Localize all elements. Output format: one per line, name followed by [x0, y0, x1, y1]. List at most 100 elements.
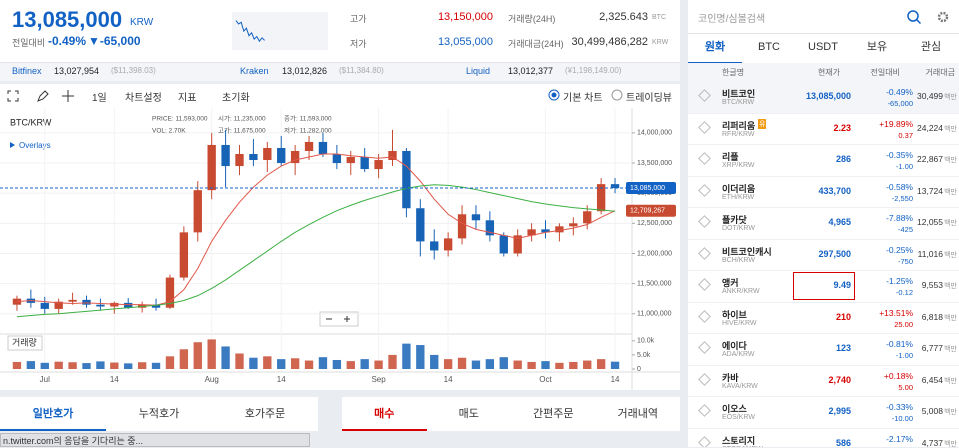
basic-chart[interactable]: 기본 차트 — [563, 93, 603, 104]
column-label[interactable]: 전일대비 — [870, 68, 900, 77]
volume-bar — [318, 357, 328, 369]
market-row[interactable]: 비트코인 BTC/KRW 13,085,000 -0.49% -65,000 30,499… — [688, 82, 959, 114]
coin-rate: -1.25% — [886, 276, 913, 286]
chart-settings[interactable]: 차트설정 — [125, 93, 162, 104]
coin-price: 4,965 — [828, 217, 851, 227]
candle-body — [471, 214, 481, 221]
tab[interactable]: 호가주문 — [244, 408, 286, 420]
exchange-price: 13,012,377 — [508, 66, 554, 76]
market-tab[interactable]: 보유 — [866, 41, 888, 53]
radio-on[interactable] — [548, 89, 560, 101]
favorite-icon[interactable] — [698, 120, 711, 134]
tab[interactable]: 간편주문 — [533, 408, 574, 420]
column-label[interactable]: 거래대금 — [925, 68, 955, 77]
favorite-icon[interactable] — [698, 435, 711, 447]
draw-icon[interactable] — [37, 90, 49, 102]
market-row[interactable]: 이더리움 ETH/KRW 433,700 -0.58% -2,550 13,724 백만 — [688, 177, 959, 208]
market-list: 코인명/심볼검색 원화 BTC USDT 보유 관심 한글명 현재가 전일대비 거래대금 비트… — [688, 0, 959, 447]
volume: 2,325.643 — [599, 11, 648, 23]
exchange-name: Kraken — [240, 66, 269, 76]
candle-body — [54, 301, 63, 309]
search-input[interactable]: 코인명/심볼검색 — [698, 14, 766, 25]
radio-off[interactable] — [611, 89, 623, 101]
symbol: BTC/KRW — [10, 117, 52, 127]
favorite-icon[interactable] — [698, 309, 711, 323]
candle-body — [346, 157, 355, 164]
search-icon[interactable] — [907, 10, 919, 22]
coin-rate: +19.89% — [879, 118, 913, 129]
crosshair-icon[interactable] — [62, 90, 74, 102]
price-marker — [626, 204, 676, 217]
zoom-box — [319, 311, 359, 327]
coin-volume: 24,224 — [917, 122, 943, 133]
tab[interactable]: 일반호가 — [0, 397, 106, 431]
favorite-icon[interactable] — [698, 372, 711, 386]
market-row[interactable]: 폴카닷 DOT/KRW 4,965 -7.88% -425 12,055 백만 — [688, 208, 959, 240]
coin-volume: 6,818 — [921, 311, 943, 322]
volume-bar — [583, 360, 592, 369]
favorite-icon[interactable] — [698, 341, 711, 354]
coin-name: 이더리움 — [722, 183, 756, 194]
x-tick-label: Jul — [40, 375, 50, 384]
overlay-arrow[interactable] — [10, 142, 15, 148]
market-row[interactable]: 이오스 EOS/KRW 2,995 -0.33% -10.00 5,008 백만 — [688, 397, 959, 429]
exchange-foreign: (¥1,198,149.00) — [565, 66, 622, 75]
tradingview[interactable]: 트레이딩뷰 — [626, 93, 672, 104]
volume-bar — [290, 358, 300, 369]
market-row[interactable]: 카바 KAVA/KRW 2,740 +0.18% 5.00 6,454 백만 — [688, 366, 959, 397]
zoom-buttons[interactable] — [326, 316, 350, 322]
favorite-icon[interactable] — [698, 215, 711, 228]
market-tab[interactable]: 원화 — [688, 33, 742, 64]
volume-unit: 백만 — [944, 188, 957, 196]
favorite-icon[interactable] — [698, 89, 711, 102]
fullscreen-icon[interactable] — [7, 90, 19, 102]
favorite-icon[interactable] — [698, 278, 711, 291]
market-tab[interactable]: USDT — [808, 41, 838, 53]
coin-volume: 13,724 — [917, 185, 943, 196]
interval[interactable]: 1일 — [92, 93, 107, 104]
coin-change: -1.00 — [895, 162, 913, 171]
market-row[interactable]: 하이브 HIVE/KRW 210 +13.51% 25.00 6,818 백만 — [688, 303, 959, 334]
tab[interactable]: 거래내역 — [617, 408, 658, 420]
reset[interactable]: 초기화 — [222, 93, 250, 104]
coin-name: 비트코인 — [722, 89, 756, 99]
column-label[interactable]: 현재가 — [817, 68, 840, 77]
x-tick-label: 14 — [277, 375, 286, 384]
tab[interactable]: 매수 — [342, 397, 427, 431]
tab[interactable]: 매도 — [458, 408, 479, 420]
market-tab[interactable]: BTC — [758, 41, 780, 53]
market-row[interactable]: 앵커 ANKR/KRW 9.49 -1.25% -0.12 9,553 백만 — [688, 271, 959, 303]
favorite-icon[interactable] — [698, 183, 711, 197]
favorite-icon[interactable] — [698, 404, 711, 417]
volume-tick-label: 5.0k — [637, 352, 651, 359]
coin-change: -10.00 — [891, 414, 913, 423]
market-row[interactable]: 비트코인캐시 BCH/KRW 297,500 -0.25% -750 11,016 백만 — [688, 240, 959, 271]
volume-bar — [596, 359, 606, 369]
volume-bar — [179, 349, 189, 369]
favorite-icon[interactable] — [698, 152, 711, 165]
column-label[interactable]: 한글명 — [722, 68, 745, 77]
current-price: 13,085,000 — [12, 7, 123, 32]
volume-bar — [332, 359, 342, 369]
market-row[interactable]: 에이다 ADA/KRW 123 -0.81% -1.00 6,777 백만 — [688, 334, 959, 366]
tab[interactable]: 누적호가 — [138, 408, 180, 420]
candle-body — [513, 235, 522, 254]
market-row[interactable]: 리플 XRP/KRW 286 -0.35% -1.00 22,867 백만 — [688, 145, 959, 177]
coin-rate: -0.25% — [886, 244, 913, 255]
market-tab[interactable]: 관심 — [920, 41, 942, 53]
settings-icon[interactable] — [937, 11, 949, 23]
ticker-header: 13,085,000 KRW 전일대비 -0.49% ▼-65,000 고가 1… — [0, 0, 680, 62]
coin-price: 297,500 — [818, 248, 851, 259]
y-tick-label: 12,500,000 — [637, 220, 672, 227]
overlays[interactable]: Overlays — [19, 141, 51, 150]
indicators[interactable]: 지표 — [178, 93, 197, 104]
coin-symbol: STORJ/KRW — [722, 446, 763, 448]
candle-body — [263, 147, 272, 161]
candle-body — [583, 211, 592, 224]
coin-symbol: EOS/KRW — [722, 414, 755, 421]
favorite-icon[interactable] — [698, 246, 711, 260]
exchange-foreign: ($11,384.80) — [339, 66, 384, 75]
market-row[interactable]: 리퍼리움 유 RFR/KRW 2.23 +19.89% 0.37 24,224 백만 — [688, 114, 959, 145]
market-tabs: 원화 BTC USDT 보유 관심 — [688, 33, 959, 64]
